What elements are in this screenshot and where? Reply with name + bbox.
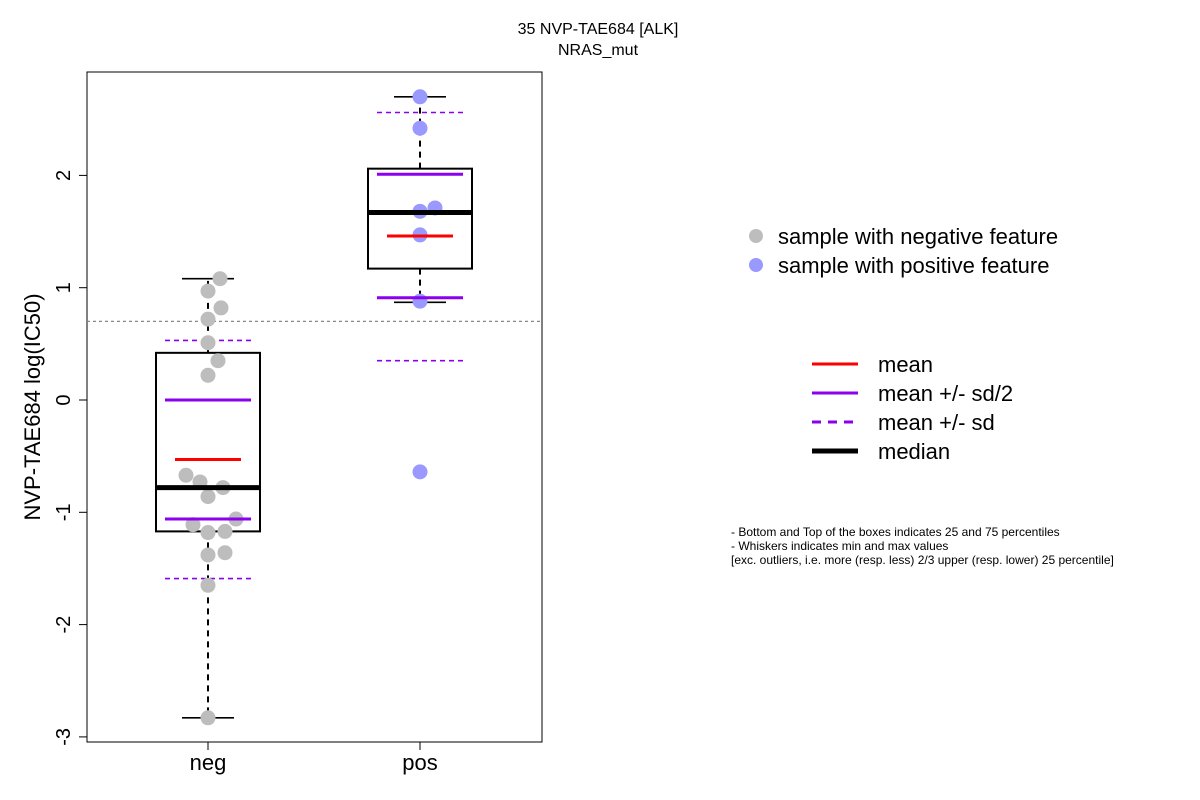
chart-note-line: - Whiskers indicates min and max values [731, 539, 948, 553]
chart-marks: -3 -2 -1 0 1 2 neg pos [53, 89, 542, 775]
y-tick-label: -1 [53, 503, 75, 521]
data-point [178, 467, 194, 483]
data-point [200, 335, 216, 351]
legend-line-label: mean +/- sd/2 [878, 381, 1013, 406]
data-point [200, 283, 216, 299]
y-tick-label: -2 [53, 616, 75, 634]
data-point [200, 547, 216, 563]
data-point [200, 710, 216, 726]
data-point [412, 464, 428, 480]
data-point [200, 311, 216, 327]
y-tick-label: 0 [53, 394, 75, 405]
legend-point-label: sample with positive feature [778, 253, 1049, 278]
data-point [412, 120, 428, 136]
y-tick-label: -3 [53, 728, 75, 746]
chart-note-line: [exc. outliers, i.e. more (resp. less) 2… [731, 553, 1114, 567]
data-point [412, 293, 428, 309]
x-tick-label: pos [402, 750, 437, 775]
chart-title-group: 35 NVP-TAE684 [ALK] NRAS_mut [518, 21, 679, 59]
data-point [200, 489, 216, 505]
chart-subtitle: NRAS_mut [558, 42, 639, 59]
legend-point-marker [749, 258, 763, 272]
data-point [217, 523, 233, 539]
chart-notes: - Bottom and Top of the boxes indicates … [731, 525, 1114, 567]
legend: sample with negative feature sample with … [749, 224, 1058, 464]
legend-point-label: sample with negative feature [778, 224, 1058, 249]
legend-line-label: mean [878, 352, 933, 377]
chart-note-line: - Bottom and Top of the boxes indicates … [731, 525, 1060, 539]
legend-point-marker [749, 229, 763, 243]
legend-line-label: mean +/- sd [878, 410, 995, 435]
data-point [412, 89, 428, 105]
data-point [212, 271, 228, 287]
data-point [217, 545, 233, 561]
x-tick-label: neg [190, 750, 227, 775]
data-point [213, 300, 229, 316]
box [367, 167, 473, 270]
y-tick-label: 1 [53, 282, 75, 293]
y-axis-label: NVP-TAE684 log(IC50) [20, 293, 45, 520]
legend-line-label: median [878, 439, 950, 464]
data-point [200, 577, 216, 593]
y-tick-label: 2 [53, 170, 75, 181]
chart-title: 35 NVP-TAE684 [ALK] [518, 21, 679, 38]
data-point [185, 517, 201, 533]
data-point [200, 525, 216, 541]
data-point [200, 367, 216, 383]
data-point [210, 353, 226, 369]
plot-frame [86, 71, 543, 743]
